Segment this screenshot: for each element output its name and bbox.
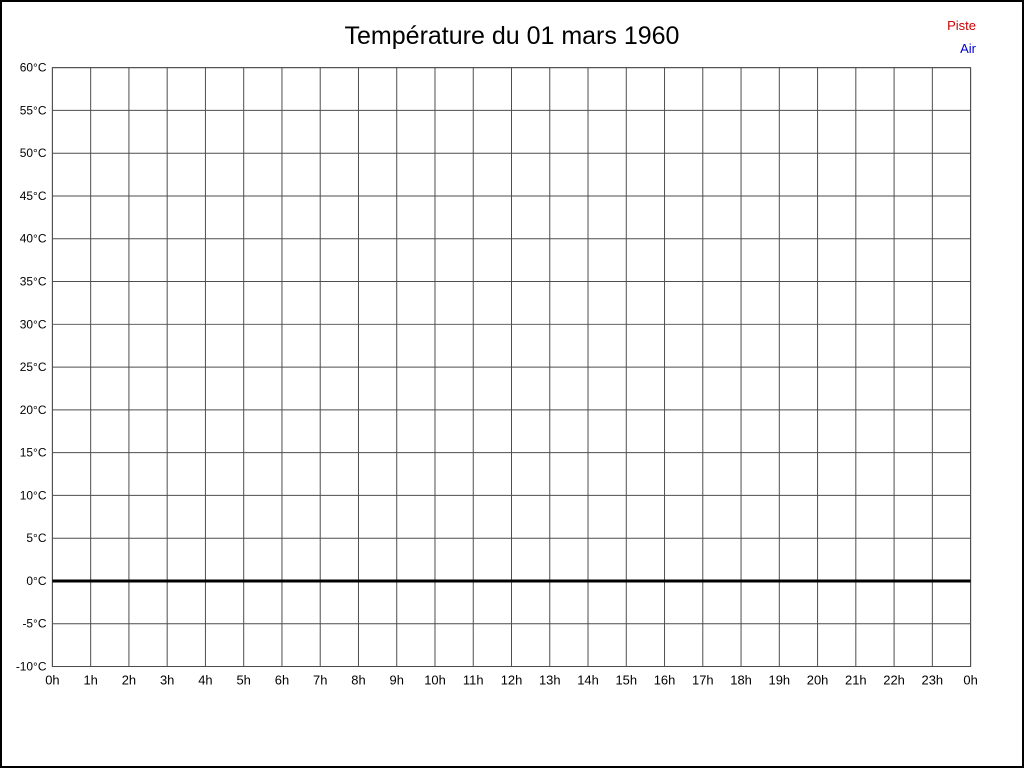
legend-item-air: Air <box>960 41 976 56</box>
y-tick-label: 55°C <box>20 103 47 117</box>
x-tick-label: 4h <box>198 672 212 687</box>
y-tick-label: 5°C <box>26 531 46 545</box>
y-tick-label: 25°C <box>20 360 47 374</box>
x-tick-label: 10h <box>424 672 446 687</box>
y-tick-label: 0°C <box>26 574 46 588</box>
x-tick-label: 2h <box>122 672 136 687</box>
x-tick-label: 11h <box>463 672 484 687</box>
y-tick-label: 60°C <box>20 61 47 75</box>
x-tick-label: 8h <box>351 672 365 687</box>
x-tick-label: 1h <box>83 672 97 687</box>
x-tick-label: 7h <box>313 672 327 687</box>
x-tick-label: 3h <box>160 672 174 687</box>
x-tick-label: 16h <box>654 672 676 687</box>
x-tick-label: 20h <box>807 672 829 687</box>
y-tick-label: 50°C <box>20 146 47 160</box>
x-tick-label: 17h <box>692 672 714 687</box>
x-tick-label: 0h <box>963 672 977 687</box>
x-tick-label: 22h <box>883 672 905 687</box>
y-tick-label: 40°C <box>20 232 47 246</box>
x-tick-label: 12h <box>501 672 523 687</box>
y-tick-label: 30°C <box>20 317 47 331</box>
y-tick-label: -5°C <box>22 617 46 631</box>
y-tick-label: 35°C <box>20 275 47 289</box>
legend-item-piste: Piste <box>947 18 976 33</box>
x-tick-label: 18h <box>730 672 752 687</box>
y-tick-label: 20°C <box>20 403 47 417</box>
y-tick-label: 10°C <box>20 488 47 502</box>
x-tick-label: 5h <box>237 672 251 687</box>
x-tick-label: 21h <box>845 672 867 687</box>
plot-border <box>51 67 972 668</box>
legend: Piste Air <box>947 14 976 60</box>
x-tick-label: 14h <box>577 672 599 687</box>
x-tick-label: 0h <box>45 672 59 687</box>
x-tick-label: 23h <box>922 672 944 687</box>
y-tick-label: -10°C <box>16 660 47 674</box>
y-tick-label: 45°C <box>20 189 47 203</box>
x-tick-label: 9h <box>390 672 404 687</box>
y-tick-label: 15°C <box>20 446 47 460</box>
x-tick-label: 6h <box>275 672 289 687</box>
x-tick-label: 19h <box>769 672 791 687</box>
x-tick-label: 13h <box>539 672 561 687</box>
x-tick-label: 15h <box>615 672 637 687</box>
chart-title: Température du 01 mars 1960 <box>344 22 680 50</box>
